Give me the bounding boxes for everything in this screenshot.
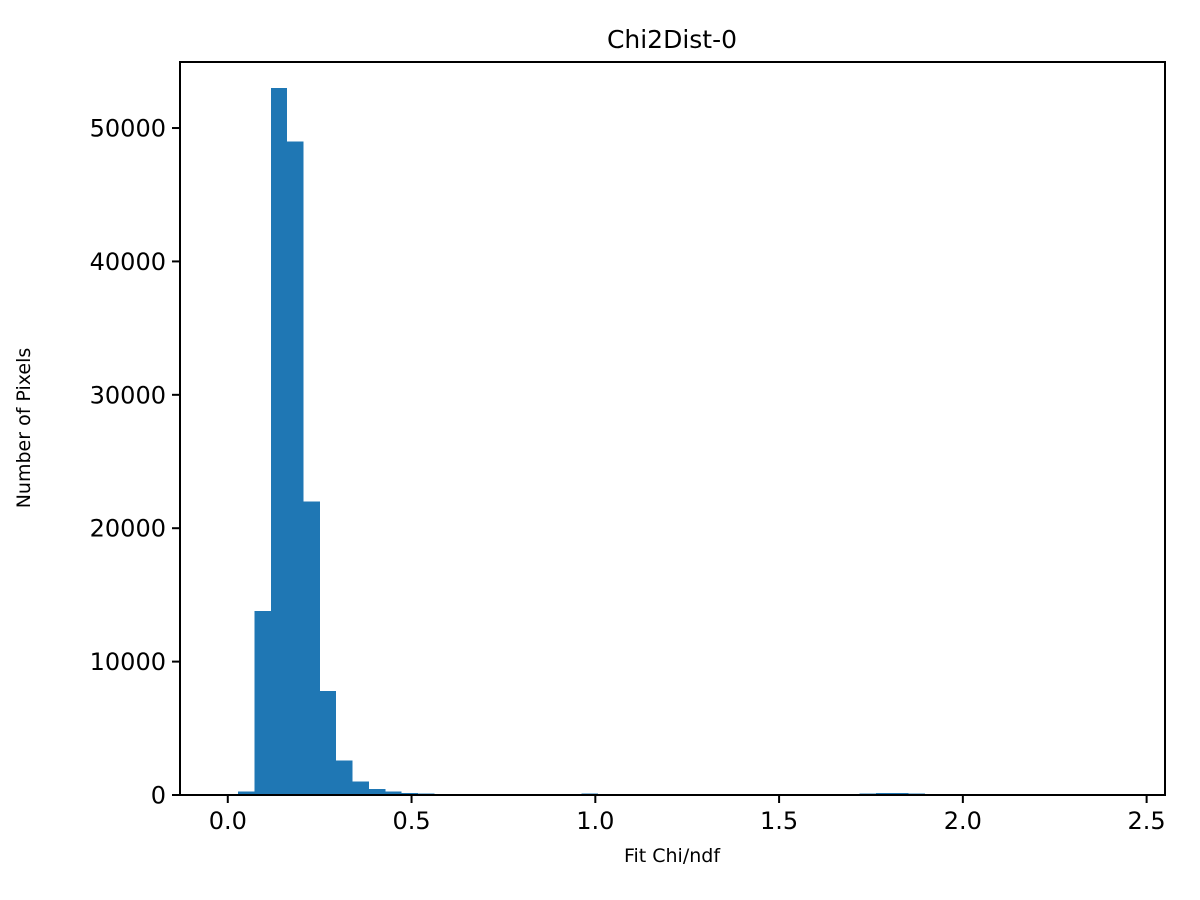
histogram-bar xyxy=(287,141,304,795)
histogram-bar xyxy=(254,610,271,795)
x-tick-label: 2.5 xyxy=(1128,807,1166,835)
histogram-bar xyxy=(303,501,320,795)
histogram-bar xyxy=(238,791,255,795)
tick-marks-and-labels: 0.0 0.5 1.0 1.5 2.0 2.5 0 10000 20000 30000 40000 5… xyxy=(90,115,1166,835)
x-tick-label: 2.0 xyxy=(944,807,982,835)
histogram-bar xyxy=(368,789,386,795)
y-tick-label: 40000 xyxy=(90,248,166,276)
histogram-bars xyxy=(238,88,1007,795)
x-tick-label: 0.5 xyxy=(392,807,430,835)
x-tick-label: 1.5 xyxy=(760,807,798,835)
y-tick-label: 30000 xyxy=(90,381,166,409)
histogram-bar xyxy=(319,690,337,795)
histogram-bar xyxy=(385,791,402,795)
y-tick-label: 20000 xyxy=(90,515,166,543)
y-tick-label: 0 xyxy=(151,782,166,810)
y-axis-label: Number of Pixels xyxy=(13,348,35,509)
y-tick-label: 50000 xyxy=(90,115,166,143)
histogram-bar xyxy=(336,760,353,795)
x-tick-label: 1.0 xyxy=(576,807,614,835)
x-axis-label: Fit Chi/ndf xyxy=(624,845,721,867)
chart-title: Chi2Dist-0 xyxy=(607,25,737,54)
histogram-bar xyxy=(352,781,369,795)
axes xyxy=(179,61,1166,796)
plot-frame xyxy=(179,61,1166,796)
y-tick-label: 10000 xyxy=(90,648,166,676)
histogram-bar xyxy=(270,88,288,795)
x-tick-label: 0.0 xyxy=(209,807,247,835)
